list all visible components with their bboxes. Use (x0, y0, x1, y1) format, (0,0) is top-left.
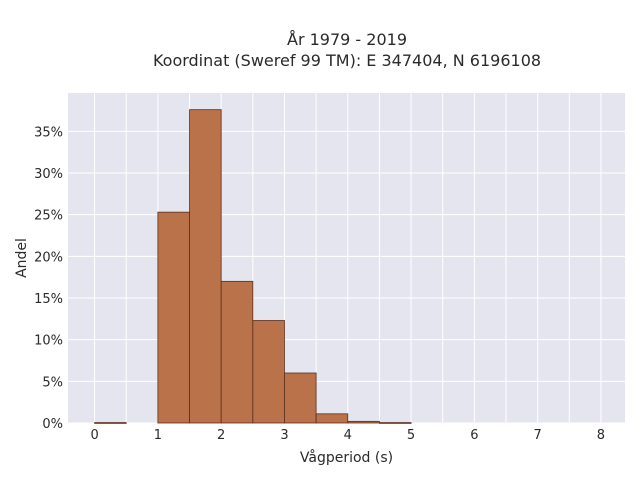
x-tick-label: 1 (154, 428, 162, 443)
x-tick-label: 5 (407, 428, 415, 443)
histogram-bar (189, 109, 222, 424)
y-tick-label: 20% (34, 250, 63, 265)
y-axis-ticks: 0% 5% 10% 15% 20% 25% 30% 35% (34, 125, 63, 432)
x-tick-label: 6 (470, 428, 478, 443)
histogram-bar (94, 422, 127, 424)
histogram-bar (157, 211, 190, 424)
x-axis-ticks: 0 1 2 3 4 5 6 7 8 (90, 428, 605, 443)
x-tick-label: 8 (597, 428, 605, 443)
y-tick-label: 15% (34, 292, 63, 307)
histogram-bar (347, 420, 380, 424)
y-tick-label: 0% (42, 417, 63, 432)
x-tick-label: 4 (344, 428, 352, 443)
histogram-bar (379, 422, 412, 424)
y-tick-label: 10% (34, 334, 63, 349)
x-tick-label: 3 (280, 428, 288, 443)
chart-title: År 1979 - 2019 (287, 30, 407, 49)
x-axis-label: Vågperiod (s) (300, 449, 393, 466)
x-tick-label: 2 (217, 428, 225, 443)
y-tick-label: 30% (34, 167, 63, 182)
x-tick-label: 0 (90, 428, 98, 443)
y-tick-label: 35% (34, 125, 63, 140)
x-tick-label: 7 (534, 428, 542, 443)
histogram-bar (315, 413, 349, 424)
plot-area (68, 93, 625, 423)
histogram-bar (220, 280, 254, 424)
chart-subtitle: Koordinat (Sweref 99 TM): E 347404, N 61… (152, 51, 542, 70)
histogram-bars (94, 109, 412, 424)
y-tick-label: 25% (34, 209, 63, 224)
y-tick-label: 5% (42, 375, 63, 390)
histogram-bar (252, 320, 285, 424)
y-axis-label: Andel (14, 238, 30, 278)
histogram-bar (284, 372, 317, 424)
